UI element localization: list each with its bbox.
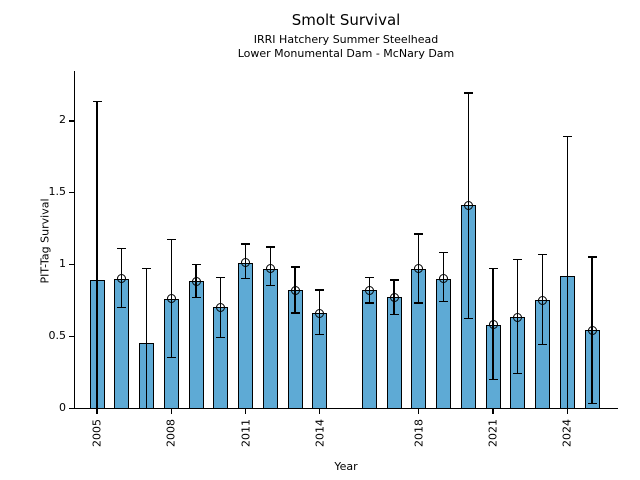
- bar-2012: [262, 268, 278, 409]
- error-cap-low-2013: [290, 312, 300, 314]
- error-cap-low-2016: [364, 302, 374, 304]
- x-tick-label: 2008: [164, 419, 178, 447]
- error-cap-low-2025: [587, 403, 597, 405]
- x-tick: [319, 409, 321, 414]
- error-cap-low-2022: [513, 372, 523, 375]
- point-marker-2022: [513, 312, 523, 322]
- error-bar-2024: [566, 136, 568, 408]
- error-cap-high-2012: [265, 246, 275, 248]
- error-bar-2007: [145, 268, 148, 408]
- error-cap-high-2011: [241, 243, 250, 245]
- y-tick: [69, 264, 74, 266]
- x-tick-label: 2014: [313, 419, 327, 447]
- y-axis-spine: [74, 71, 76, 409]
- x-tick: [244, 409, 247, 414]
- error-cap-high-2021: [488, 267, 498, 270]
- error-cap-low-2010: [216, 336, 226, 339]
- chart-subtitle-line2: Lower Monumental Dam - McNary Dam: [237, 47, 455, 60]
- error-cap-low-2008: [166, 357, 176, 359]
- error-cap-high-2022: [513, 259, 523, 261]
- x-tick: [492, 409, 494, 414]
- error-cap-low-2019: [439, 300, 448, 303]
- point-marker-2023: [538, 295, 547, 305]
- x-tick-label: 2005: [90, 419, 104, 447]
- error-cap-high-2009: [191, 263, 201, 265]
- error-cap-high-2010: [216, 276, 226, 278]
- bar-2016: [361, 290, 377, 409]
- error-cap-high-2019: [439, 252, 448, 254]
- error-cap-low-2014: [315, 334, 325, 336]
- error-cap-high-2017: [389, 279, 399, 281]
- y-tick-label: 1: [59, 257, 66, 271]
- error-cap-low-2011: [241, 277, 250, 280]
- point-marker-2008: [166, 294, 176, 304]
- y-axis-label: PIT-Tag Survival: [38, 198, 52, 284]
- error-cap-low-2020: [463, 318, 473, 320]
- error-bar-2005: [96, 101, 98, 408]
- y-tick-label: 1.5: [48, 185, 67, 199]
- error-cap-high-2006: [117, 247, 127, 249]
- error-cap-low-2021: [488, 378, 498, 380]
- x-tick: [96, 409, 98, 414]
- bar-2011: [238, 262, 253, 409]
- y-tick: [69, 336, 74, 338]
- point-marker-2012: [265, 264, 275, 273]
- error-cap-low-2023: [538, 344, 547, 346]
- x-axis-spine: [73, 408, 618, 410]
- error-cap-low-2006: [117, 306, 127, 308]
- error-cap-high-2024: [562, 135, 572, 137]
- error-cap-low-2009: [191, 296, 201, 298]
- y-tick-label: 0.5: [48, 329, 67, 343]
- error-cap-high-2025: [587, 256, 597, 258]
- x-tick-label: 2011: [239, 419, 252, 447]
- y-tick: [69, 120, 74, 122]
- point-marker-2021: [488, 320, 498, 330]
- y-tick-label: 2: [59, 113, 66, 127]
- error-cap-high-2020: [463, 92, 473, 94]
- point-marker-2006: [117, 274, 127, 284]
- x-tick-label: 2018: [412, 419, 426, 447]
- x-tick: [418, 409, 420, 414]
- chart-title: Smolt Survival: [291, 11, 401, 29]
- error-cap-low-2017: [389, 313, 399, 316]
- error-cap-low-2012: [265, 285, 275, 287]
- y-tick-label: 0: [59, 401, 66, 414]
- x-tick: [566, 409, 568, 414]
- x-axis-label: Year: [334, 460, 358, 473]
- point-marker-2009: [191, 276, 201, 286]
- point-marker-2010: [216, 302, 226, 312]
- bar-2009: [188, 281, 204, 409]
- y-tick: [69, 192, 74, 194]
- point-marker-2017: [389, 292, 399, 302]
- y-tick: [69, 408, 74, 410]
- point-marker-2013: [290, 285, 300, 295]
- point-marker-2019: [439, 274, 448, 284]
- error-cap-high-2013: [290, 266, 300, 268]
- error-cap-high-2023: [538, 253, 547, 255]
- error-cap-high-2018: [414, 233, 424, 235]
- x-tick: [170, 409, 172, 414]
- error-cap-high-2005: [92, 101, 102, 103]
- error-cap-high-2014: [315, 289, 325, 291]
- point-marker-2014: [315, 308, 325, 318]
- point-marker-2020: [463, 200, 473, 210]
- point-marker-2016: [364, 285, 374, 295]
- error-cap-high-2016: [364, 276, 374, 278]
- error-cap-low-2018: [414, 302, 424, 304]
- point-marker-2018: [414, 264, 424, 273]
- error-cap-high-2007: [142, 267, 151, 270]
- point-marker-2025: [587, 325, 597, 335]
- error-cap-high-2008: [166, 239, 176, 241]
- point-marker-2011: [241, 258, 250, 268]
- x-tick-label: 2021: [486, 419, 500, 447]
- x-tick-label: 2024: [560, 419, 574, 447]
- chart-subtitle-line1: IRRI Hatchery Summer Steelhead: [253, 33, 439, 46]
